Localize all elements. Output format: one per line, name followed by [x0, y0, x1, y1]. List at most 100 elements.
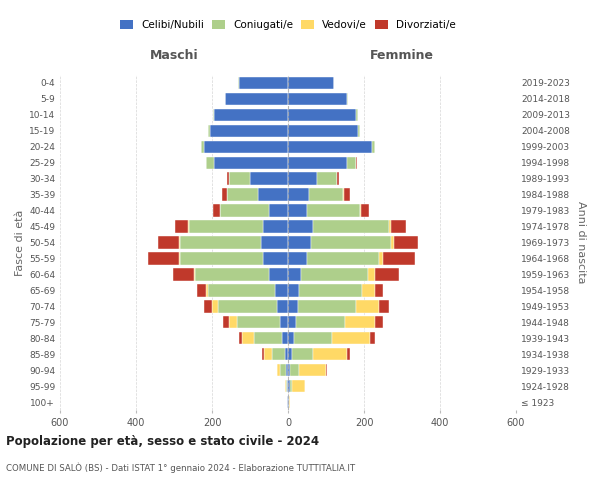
Bar: [288, 380, 290, 392]
Bar: [313, 220, 389, 233]
Bar: [292, 348, 313, 360]
Bar: [206, 284, 208, 296]
Bar: [371, 140, 376, 153]
Bar: [214, 156, 288, 169]
Bar: [285, 348, 288, 360]
Bar: [343, 188, 344, 201]
Bar: [296, 316, 345, 328]
Text: Popolazione per età, sesso e stato civile - 2024: Popolazione per età, sesso e stato civil…: [6, 435, 319, 448]
Bar: [376, 316, 383, 328]
Bar: [288, 284, 299, 296]
Bar: [208, 284, 275, 296]
Bar: [317, 172, 337, 185]
Bar: [283, 332, 288, 344]
Bar: [205, 140, 288, 153]
Bar: [374, 268, 400, 280]
Bar: [275, 284, 288, 296]
Bar: [288, 396, 289, 408]
Bar: [214, 108, 288, 121]
Bar: [288, 300, 298, 312]
Text: COMUNE DI SALÒ (BS) - Dati ISTAT 1° gennaio 2024 - Elaborazione TUTTITALIA.IT: COMUNE DI SALÒ (BS) - Dati ISTAT 1° genn…: [6, 462, 355, 473]
Bar: [347, 156, 356, 169]
Bar: [263, 252, 288, 264]
Legend: Celibi/Nubili, Coniugati/e, Vedovi/e, Divorziati/e: Celibi/Nubili, Coniugati/e, Vedovi/e, Di…: [120, 20, 456, 30]
Bar: [288, 364, 290, 376]
Bar: [263, 220, 288, 233]
Bar: [383, 252, 415, 264]
Bar: [332, 332, 370, 344]
Bar: [148, 252, 179, 264]
Bar: [379, 300, 389, 312]
Bar: [220, 204, 269, 217]
Bar: [254, 332, 283, 344]
Bar: [262, 236, 288, 248]
Bar: [210, 124, 288, 137]
Bar: [309, 188, 343, 201]
Bar: [299, 364, 326, 376]
Bar: [257, 188, 288, 201]
Bar: [394, 236, 418, 248]
Bar: [264, 348, 272, 360]
Bar: [290, 380, 292, 392]
Bar: [173, 268, 194, 280]
Bar: [376, 284, 383, 296]
Bar: [277, 300, 288, 312]
Bar: [288, 236, 311, 248]
Bar: [347, 348, 350, 360]
Bar: [288, 316, 296, 328]
Bar: [223, 316, 229, 328]
Bar: [298, 300, 356, 312]
Bar: [179, 236, 180, 248]
Bar: [188, 220, 189, 233]
Bar: [287, 380, 288, 392]
Bar: [180, 236, 262, 248]
Bar: [213, 108, 214, 121]
Bar: [277, 364, 280, 376]
Bar: [370, 332, 376, 344]
Bar: [218, 300, 277, 312]
Bar: [356, 300, 379, 312]
Bar: [358, 124, 360, 137]
Bar: [286, 364, 288, 376]
Bar: [288, 332, 294, 344]
Bar: [194, 268, 195, 280]
Bar: [292, 380, 305, 392]
Bar: [226, 92, 288, 105]
Bar: [311, 236, 391, 248]
Bar: [389, 220, 391, 233]
Bar: [287, 396, 288, 408]
Bar: [197, 284, 206, 296]
Bar: [179, 252, 180, 264]
Bar: [208, 124, 210, 137]
Bar: [288, 204, 307, 217]
Bar: [158, 236, 179, 248]
Bar: [229, 172, 250, 185]
Bar: [391, 236, 394, 248]
Bar: [337, 172, 340, 185]
Bar: [288, 188, 309, 201]
Bar: [288, 92, 347, 105]
Bar: [288, 77, 334, 89]
Y-axis label: Fasce di età: Fasce di età: [15, 210, 25, 276]
Bar: [269, 268, 288, 280]
Y-axis label: Anni di nascita: Anni di nascita: [575, 201, 586, 284]
Bar: [290, 364, 299, 376]
Bar: [356, 108, 358, 121]
Bar: [356, 156, 357, 169]
Bar: [288, 348, 292, 360]
Bar: [175, 220, 188, 233]
Bar: [280, 316, 288, 328]
Bar: [288, 124, 358, 137]
Bar: [360, 204, 361, 217]
Bar: [299, 284, 362, 296]
Bar: [180, 252, 263, 264]
Bar: [307, 252, 379, 264]
Bar: [227, 172, 229, 185]
Bar: [195, 268, 269, 280]
Text: Femmine: Femmine: [370, 48, 434, 62]
Bar: [269, 204, 288, 217]
Bar: [288, 108, 356, 121]
Bar: [288, 140, 371, 153]
Text: Maschi: Maschi: [149, 48, 199, 62]
Bar: [345, 316, 376, 328]
